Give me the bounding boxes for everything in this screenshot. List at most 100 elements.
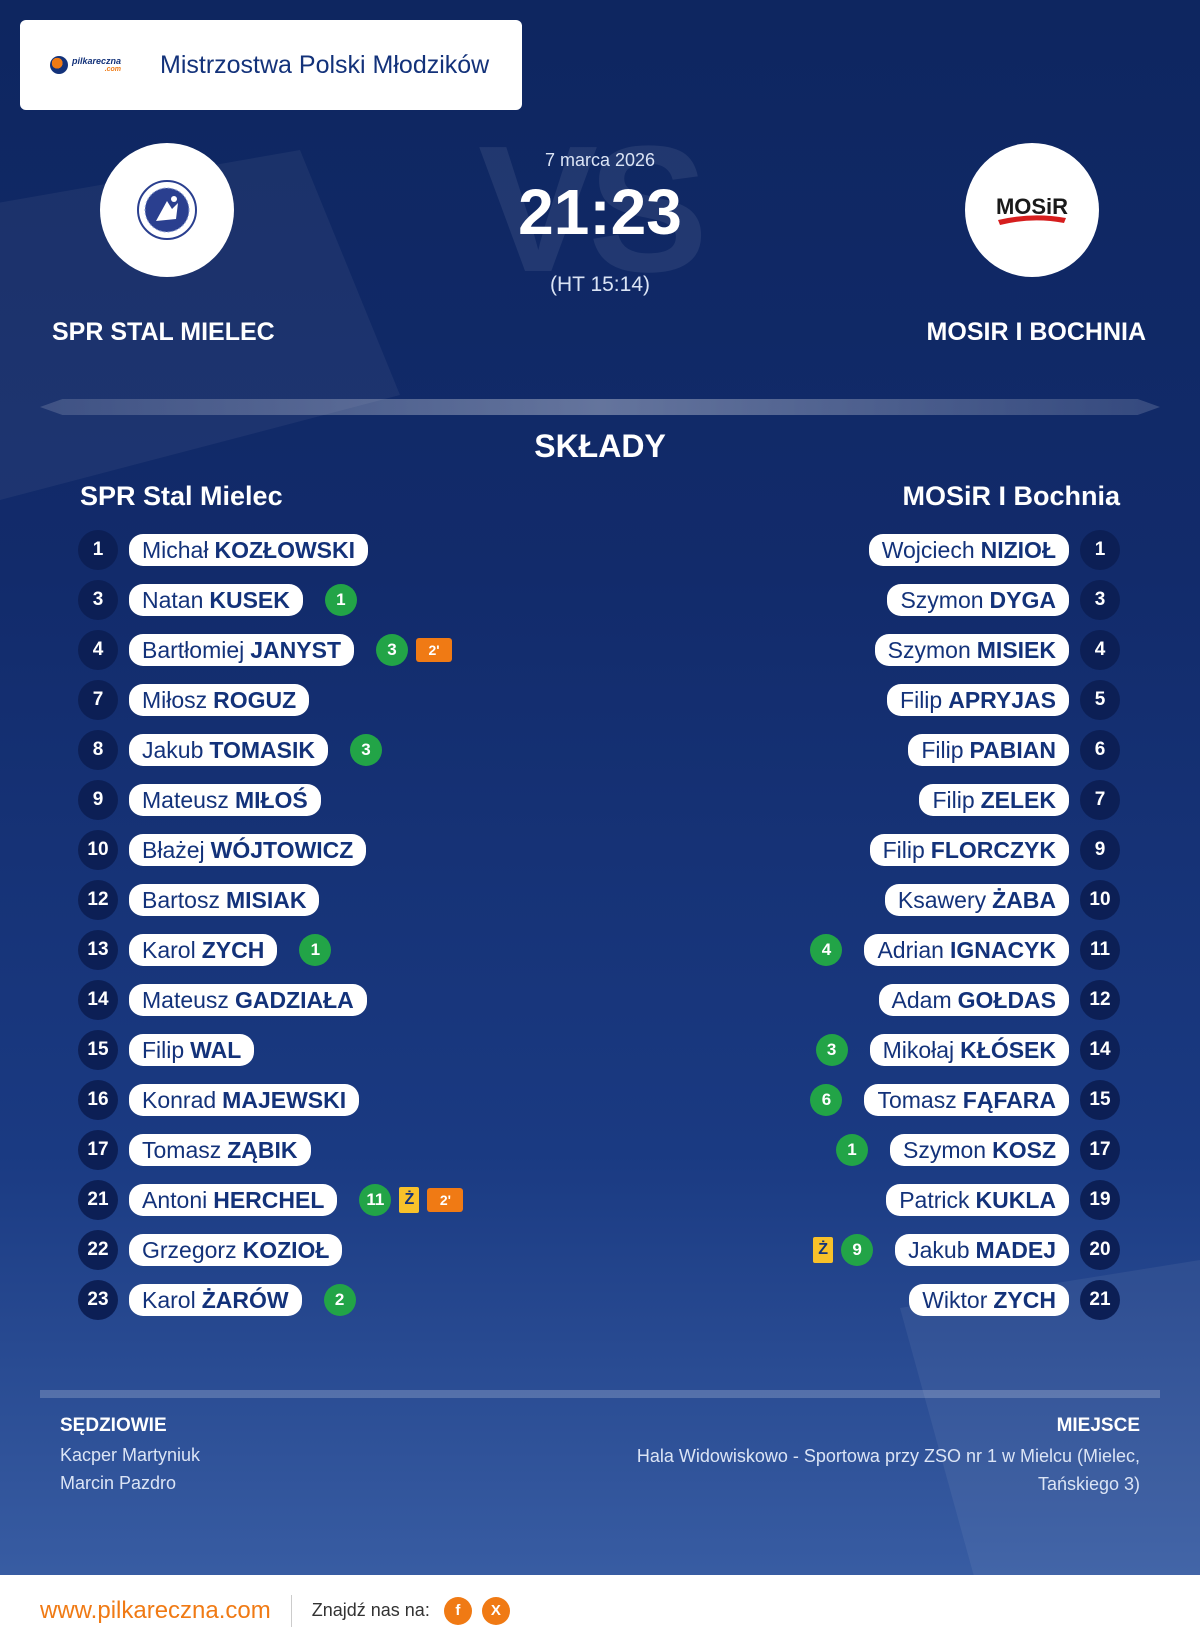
player-first-name: Konrad (142, 1086, 217, 1113)
player-last-name: KOSZ (992, 1136, 1056, 1163)
player-first-name: Jakub (142, 736, 204, 763)
player-first-name: Szymon (900, 586, 984, 613)
player-row: 4 Szymon MISIEK (810, 625, 1120, 675)
goals-badge: 3 (815, 1034, 848, 1066)
player-row: 1 Wojciech NIZIOŁ (810, 525, 1120, 575)
referee-name: Marcin Pazdro (60, 1473, 177, 1493)
halftime-score: (HT 15:14) (550, 273, 650, 296)
player-name: Szymon DYGA (887, 584, 1069, 616)
player-number: 10 (78, 830, 118, 870)
player-stats: 1 (299, 934, 332, 966)
player-first-name: Szymon (887, 636, 971, 663)
player-first-name: Adrian (877, 936, 944, 963)
player-number: 19 (1080, 1180, 1120, 1220)
home-team-logo (100, 143, 234, 277)
player-row: 21 Wiktor ZYCH (810, 1275, 1120, 1325)
player-name: Wojciech NIZIOŁ (868, 534, 1069, 566)
player-first-name: Filip (900, 686, 943, 713)
player-row: 5 Filip APRYJAS (810, 675, 1120, 725)
goals-badge: 11 (359, 1184, 392, 1216)
section-title: SKŁADY (534, 428, 666, 464)
player-first-name: Karol (142, 936, 196, 963)
player-number: 12 (78, 880, 118, 920)
player-first-name: Mateusz (142, 986, 229, 1013)
suspension-badge: 2' (427, 1188, 464, 1212)
x-icon[interactable]: X (481, 1596, 510, 1625)
player-first-name: Filip (932, 786, 975, 813)
player-name: Bartłomiej JANYST (129, 634, 355, 666)
player-row: 1 Michał KOZŁOWSKI (78, 525, 463, 575)
yellow-card-badge: Ż (813, 1237, 834, 1263)
player-number: 21 (78, 1180, 118, 1220)
player-name: Jakub MADEJ (895, 1234, 1069, 1266)
divider (40, 1390, 1160, 1398)
player-number: 1 (78, 530, 118, 570)
player-row: 3 Szymon DYGA (810, 575, 1120, 625)
website-link[interactable]: www.pilkareczna.com (40, 1596, 271, 1624)
home-team-name: SPR STAL MIELEC (52, 318, 275, 346)
player-last-name: MISIAK (225, 886, 307, 913)
mosir-bochnia-logo-icon: MOSiR (996, 194, 1068, 225)
player-stats: 1 (836, 1134, 869, 1166)
referees-title: SĘDZIOWIE (60, 1415, 167, 1436)
player-name: Filip APRYJAS (887, 684, 1069, 716)
pilkareczna-logo[interactable]: pilkareczna .com (50, 50, 140, 80)
player-number: 7 (1080, 780, 1120, 820)
player-stats: 3 2' (376, 634, 453, 666)
player-row: 23 Karol ŻARÓW 2 (78, 1275, 463, 1325)
player-last-name: MAJEWSKI (222, 1086, 347, 1113)
venue-title: MIEJSCE (1056, 1415, 1140, 1436)
player-number: 5 (1080, 680, 1120, 720)
player-first-name: Tomasz (142, 1136, 222, 1163)
player-number: 4 (1080, 630, 1120, 670)
player-number: 22 (78, 1230, 118, 1270)
player-number: 16 (78, 1080, 118, 1120)
player-stats: 4 (810, 934, 843, 966)
player-row: 17 Szymon KOSZ 1 (810, 1125, 1120, 1175)
player-number: 11 (1080, 930, 1120, 970)
player-number: 12 (1080, 980, 1120, 1020)
player-row: 12 Adam GOŁDAS (810, 975, 1120, 1025)
player-name: Filip ZELEK (919, 784, 1069, 816)
player-row: 10 Błażej WÓJTOWICZ (78, 825, 463, 875)
player-number: 3 (1080, 580, 1120, 620)
player-first-name: Tomasz (877, 1086, 957, 1113)
player-name: Szymon KOSZ (890, 1134, 1069, 1166)
player-first-name: Wiktor (922, 1286, 988, 1313)
player-first-name: Błażej (142, 836, 205, 863)
player-name: Mikołaj KŁÓSEK (869, 1034, 1069, 1066)
player-first-name: Bartosz (142, 886, 220, 913)
player-last-name: DYGA (989, 586, 1056, 613)
player-number: 14 (1080, 1030, 1120, 1070)
player-last-name: ZYCH (993, 1286, 1056, 1313)
yellow-card-badge: Ż (399, 1187, 420, 1213)
player-number: 1 (1080, 530, 1120, 570)
player-first-name: Filip (882, 836, 925, 863)
player-row: 9 Mateusz MIŁOŚ (78, 775, 463, 825)
player-first-name: Karol (142, 1286, 196, 1313)
goals-badge: 2 (323, 1284, 356, 1316)
player-name: Antoni HERCHEL (129, 1184, 338, 1216)
player-name: Grzegorz KOZIOŁ (129, 1234, 343, 1266)
player-name: Wiktor ZYCH (909, 1284, 1069, 1316)
player-number: 8 (78, 730, 118, 770)
player-last-name: ROGUZ (213, 686, 297, 713)
player-name: Tomasz ZĄBIK (129, 1134, 311, 1166)
player-last-name: ŻABA (992, 886, 1056, 913)
player-last-name: WÓJTOWICZ (210, 836, 354, 863)
player-row: 19 Patrick KUKLA (810, 1175, 1120, 1225)
player-first-name: Miłosz (142, 686, 208, 713)
player-row: 14 Mikołaj KŁÓSEK 3 (810, 1025, 1120, 1075)
player-name: Michał KOZŁOWSKI (129, 534, 369, 566)
player-name: Mateusz MIŁOŚ (129, 784, 321, 816)
goals-badge: 9 (841, 1234, 874, 1266)
goals-badge: 1 (836, 1134, 869, 1166)
footer: www.pilkareczna.com Znajdź nas na: f X (0, 1575, 1200, 1646)
vs-watermark: VS (478, 109, 708, 310)
player-first-name: Bartłomiej (142, 636, 245, 663)
player-name: Bartosz MISIAK (129, 884, 320, 916)
facebook-icon[interactable]: f (443, 1596, 472, 1625)
player-row: 7 Miłosz ROGUZ (78, 675, 463, 725)
divider (40, 399, 1160, 415)
